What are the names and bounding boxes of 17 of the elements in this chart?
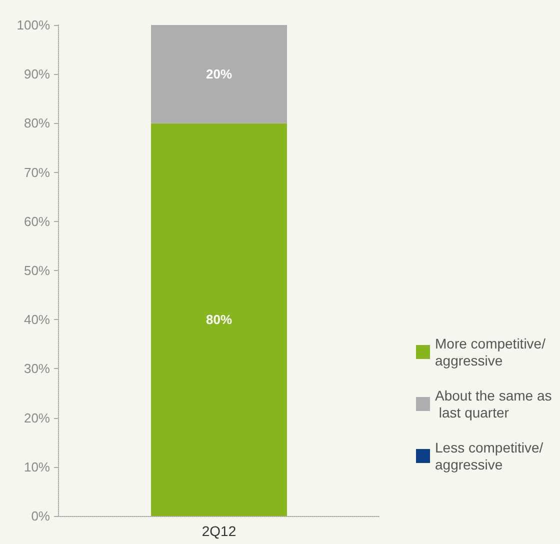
legend-label: More competitive/ aggressive <box>435 336 550 368</box>
y-tick-label: 30% <box>24 361 50 376</box>
y-tick-label: 80% <box>24 116 50 131</box>
legend-label: Less competitive/ aggressive <box>435 440 548 472</box>
y-tick-label: 20% <box>24 410 50 426</box>
y-tick-label: 100% <box>16 18 50 32</box>
legend-label: About the same as last quarter <box>435 388 552 420</box>
y-tick-label: 50% <box>24 263 50 278</box>
y-tick-label: 40% <box>24 312 50 328</box>
y-tick-label: 60% <box>24 214 50 229</box>
y-tick-label: 70% <box>24 164 50 180</box>
data-label: 20% <box>206 66 232 82</box>
y-tick-label: 0% <box>31 508 50 524</box>
x-tick-label: 2Q12 <box>202 523 236 539</box>
y-tick-label: 10% <box>24 459 50 474</box>
y-tick-label: 90% <box>24 66 50 82</box>
data-label: 80% <box>206 312 232 328</box>
